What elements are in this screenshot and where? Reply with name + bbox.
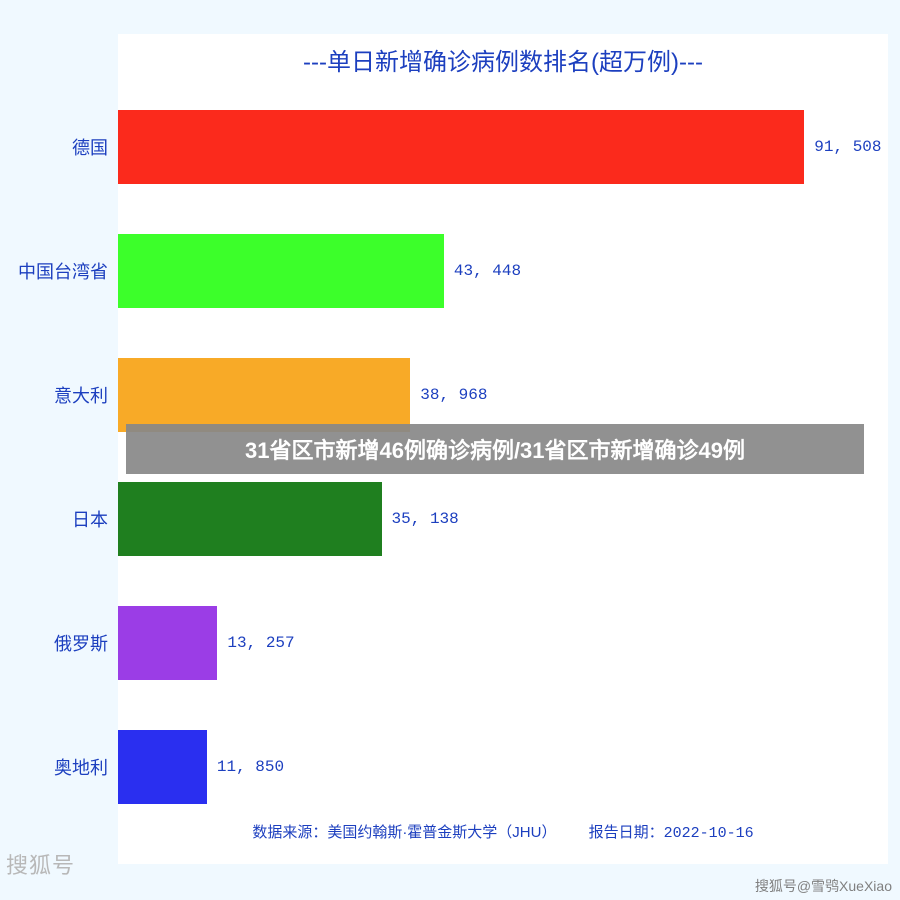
bar-label: 德国 — [72, 134, 108, 160]
watermark-top-left: 搜狐号 — [6, 848, 75, 880]
bar-label: 奥地利 — [54, 754, 108, 780]
bar-row: 意大利38, 968 — [118, 358, 888, 432]
watermark-bottom-right: 搜狐号@雪鸮XueXiao — [755, 876, 892, 896]
bar-label: 中国台湾省 — [18, 258, 108, 284]
chart-title: ---单日新增确诊病例数排名(超万例)--- — [118, 42, 888, 77]
bar-value: 91, 508 — [814, 138, 881, 156]
bar-row: 俄罗斯13, 257 — [118, 606, 888, 680]
bar-label: 意大利 — [54, 382, 108, 408]
footer-date-value: 2022-10-16 — [664, 825, 754, 842]
bar-value: 13, 257 — [227, 634, 294, 652]
bar-value: 35, 138 — [392, 510, 459, 528]
bar-row: 日本35, 138 — [118, 482, 888, 556]
bar-rect — [118, 482, 382, 556]
bar-value: 43, 448 — [454, 262, 521, 280]
chart-footer: 数据来源：美国约翰斯·霍普金斯大学（JHU） 报告日期：2022-10-16 — [118, 821, 888, 842]
bar-value: 11, 850 — [217, 758, 284, 776]
bar-rect — [118, 110, 804, 184]
bar-label: 日本 — [72, 506, 108, 532]
bar-rect — [118, 234, 444, 308]
bars-area: 德国91, 508 中国台湾省43, 448 意大利38, 968 日本35, 138… — [118, 94, 888, 854]
bar-row: 奥地利11, 850 — [118, 730, 888, 804]
bar-row: 中国台湾省43, 448 — [118, 234, 888, 308]
bar-row: 德国91, 508 — [118, 110, 888, 184]
bar-rect — [118, 730, 207, 804]
overlay-text: 31省区市新增46例确诊病例/31省区市新增确诊49例 — [245, 433, 745, 465]
footer-source: 数据来源：美国约翰斯·霍普金斯大学（JHU） — [252, 824, 556, 841]
bar-value: 38, 968 — [420, 386, 487, 404]
bar-label: 俄罗斯 — [54, 630, 108, 656]
bar-rect — [118, 606, 217, 680]
footer-date-label: 报告日期： — [589, 824, 664, 841]
bar-rect — [118, 358, 410, 432]
overlay-banner: 31省区市新增46例确诊病例/31省区市新增确诊49例 — [126, 424, 864, 474]
